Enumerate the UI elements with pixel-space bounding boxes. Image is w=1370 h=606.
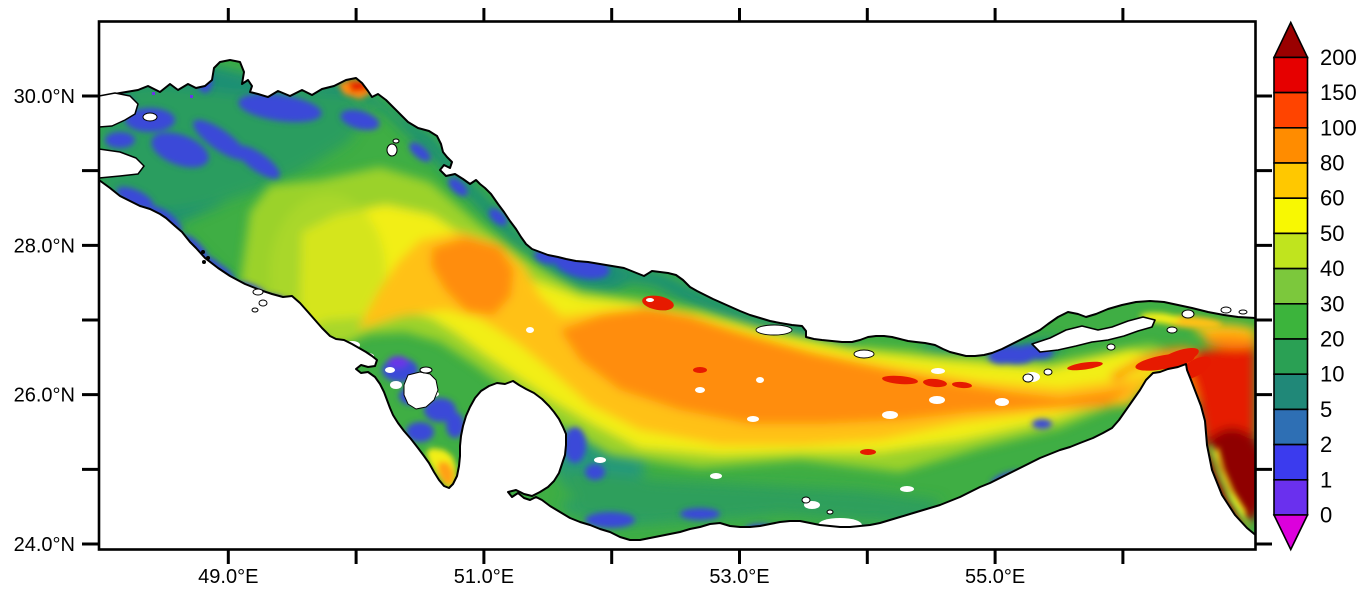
- svg-text:150: 150: [1320, 80, 1357, 105]
- svg-text:40: 40: [1320, 256, 1344, 281]
- svg-text:49.0°E: 49.0°E: [198, 566, 258, 588]
- svg-text:51.0°E: 51.0°E: [454, 566, 514, 588]
- svg-text:10: 10: [1320, 362, 1344, 387]
- svg-text:200: 200: [1320, 45, 1357, 70]
- svg-text:28.0°N: 28.0°N: [14, 235, 75, 257]
- svg-text:53.0°E: 53.0°E: [709, 566, 769, 588]
- svg-text:30: 30: [1320, 291, 1344, 316]
- svg-text:0: 0: [1320, 503, 1332, 528]
- svg-text:80: 80: [1320, 151, 1344, 176]
- svg-text:26.0°N: 26.0°N: [14, 385, 75, 407]
- svg-text:2: 2: [1320, 432, 1332, 457]
- svg-text:5: 5: [1320, 397, 1332, 422]
- svg-text:55.0°E: 55.0°E: [965, 566, 1025, 588]
- svg-text:50: 50: [1320, 221, 1344, 246]
- svg-text:20: 20: [1320, 327, 1344, 352]
- svg-text:100: 100: [1320, 115, 1357, 140]
- svg-text:60: 60: [1320, 186, 1344, 211]
- svg-text:24.0°N: 24.0°N: [14, 534, 75, 556]
- svg-text:30.0°N: 30.0°N: [14, 86, 75, 108]
- svg-text:1: 1: [1320, 467, 1332, 492]
